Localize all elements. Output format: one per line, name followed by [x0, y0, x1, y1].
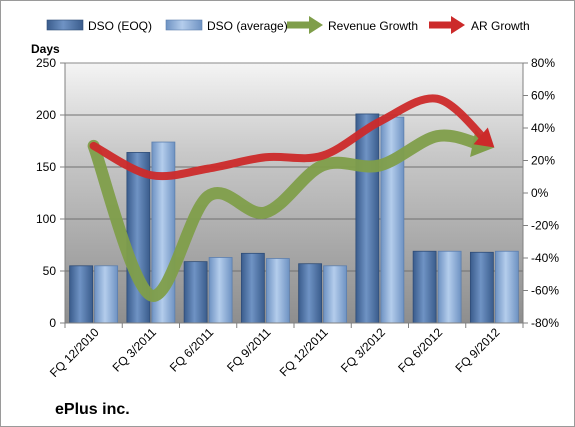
legend-label-revenue-growth: Revenue Growth: [328, 19, 418, 33]
y-tick-label-right: 0%: [531, 186, 549, 200]
y-tick-label-right: -80%: [531, 316, 559, 330]
y-tick-label-left: 50: [43, 264, 57, 278]
legend-swatch-dso-eoq: [46, 19, 84, 31]
ar-growth-line-arrowhead: [473, 127, 495, 148]
y-tick-label-right: -40%: [531, 251, 559, 265]
legend-swatch-dso-average: [165, 19, 203, 31]
bar-dso-eoq: [298, 263, 323, 324]
bar-dso-average: [494, 250, 519, 324]
y-tick-label-right: -20%: [531, 219, 559, 233]
y-tick-label-right: 80%: [531, 56, 555, 70]
y-tick-label-left: 250: [36, 56, 56, 70]
bar-dso-eoq: [183, 261, 208, 324]
bar-dso-eoq: [69, 265, 94, 324]
x-tick-label: FQ 9/2012: [453, 325, 503, 375]
y-tick-label-left: 100: [36, 212, 56, 226]
bar-dso-average: [380, 116, 405, 324]
x-tick-label: FQ 6/2011: [167, 325, 217, 375]
legend-label-ar-growth: AR Growth: [471, 19, 530, 33]
ar-growth-line: [89, 94, 491, 181]
y-tick-label-left: 150: [36, 160, 56, 174]
bar-dso-average: [323, 265, 348, 324]
bar-dso-eoq: [240, 252, 265, 324]
y-tick-label-left: 0: [49, 316, 56, 330]
bar-dso-average: [208, 257, 233, 324]
x-tick-label: FQ 9/2011: [224, 325, 274, 375]
company-name: ePlus inc.: [55, 401, 130, 418]
y-tick-label-right: 40%: [531, 121, 555, 135]
y-tick-label-right: 20%: [531, 154, 555, 168]
bar-dso-eoq: [355, 113, 380, 324]
bar-dso-average: [94, 265, 119, 324]
x-tick-label: FQ 6/2012: [395, 325, 445, 375]
bar-dso-eoq: [469, 251, 494, 324]
y-tick-label-left: 200: [36, 108, 56, 122]
y-tick-label-right: 60%: [531, 89, 555, 103]
y-tick-label-right: -60%: [531, 284, 559, 298]
x-tick-label: FQ 12/2011: [277, 325, 331, 379]
bar-dso-average: [265, 258, 290, 324]
bar-dso-eoq: [412, 250, 437, 324]
legend-swatch-ar-growth: [429, 16, 465, 34]
legend-swatch-revenue-growth: [287, 16, 323, 34]
line-series: [87, 94, 495, 302]
x-tick-label: FQ 12/2010: [47, 325, 102, 380]
revenue-growth-line: [87, 129, 488, 302]
legend: DSO (EOQ) DSO (average) Revenue Growth A…: [46, 16, 530, 34]
legend-label-dso-eoq: DSO (EOQ): [88, 19, 152, 33]
x-tick-label: FQ 3/2011: [110, 325, 160, 375]
y-axis-title: Days: [31, 42, 60, 56]
bar-dso-average: [437, 250, 462, 324]
x-tick-label: FQ 3/2012: [338, 325, 388, 375]
legend-label-dso-average: DSO (average): [207, 19, 288, 33]
